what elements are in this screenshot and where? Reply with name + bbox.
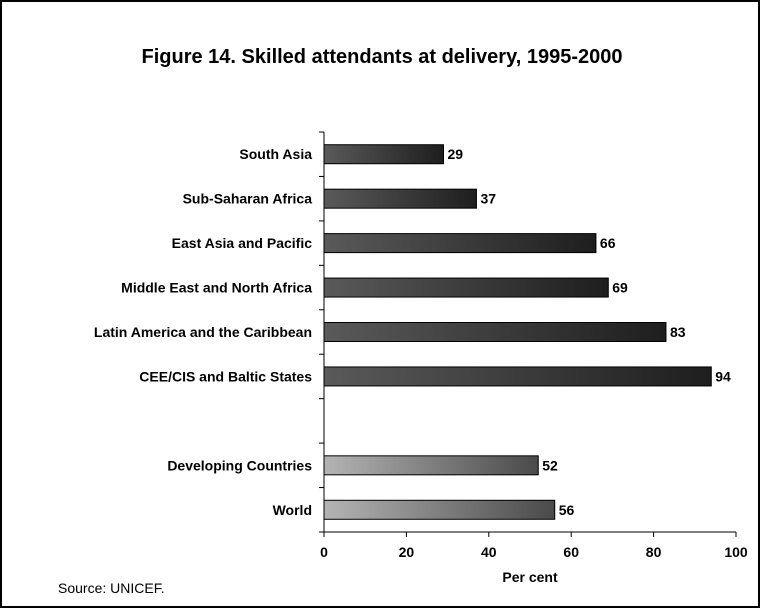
data-label: 37 bbox=[480, 191, 496, 207]
bar bbox=[323, 322, 667, 342]
bar bbox=[323, 144, 444, 165]
category-label: South Asia bbox=[239, 146, 312, 162]
bar bbox=[323, 455, 539, 476]
category-label: Developing Countries bbox=[167, 457, 312, 473]
x-axis-title: Per cent bbox=[502, 569, 558, 585]
bar bbox=[323, 499, 556, 520]
x-tick-label: 40 bbox=[481, 544, 497, 560]
data-label: 94 bbox=[715, 368, 731, 384]
data-label: 56 bbox=[559, 502, 575, 518]
bar bbox=[323, 366, 712, 387]
data-label: 52 bbox=[542, 457, 558, 473]
x-tick-label: 0 bbox=[320, 544, 328, 560]
x-tick-label: 60 bbox=[563, 544, 579, 560]
data-label: 66 bbox=[600, 235, 616, 251]
data-label: 29 bbox=[447, 146, 463, 162]
x-tick-label: 100 bbox=[724, 544, 748, 560]
category-label: East Asia and Pacific bbox=[172, 235, 313, 251]
data-label: 69 bbox=[612, 280, 628, 296]
bar bbox=[323, 277, 609, 298]
category-label: World bbox=[273, 502, 312, 518]
source-note: Source: UNICEF. bbox=[58, 580, 165, 596]
bar bbox=[323, 188, 477, 209]
bar bbox=[323, 233, 597, 254]
category-label: Latin America and the Caribbean bbox=[94, 324, 312, 340]
chart-title: Figure 14. Skilled attendants at deliver… bbox=[141, 46, 623, 68]
x-tick-label: 20 bbox=[399, 544, 415, 560]
category-label: CEE/CIS and Baltic States bbox=[139, 368, 312, 384]
data-label: 83 bbox=[670, 324, 686, 340]
category-label: Sub-Saharan Africa bbox=[183, 191, 313, 207]
category-label: Middle East and North Africa bbox=[121, 280, 312, 296]
x-tick-label: 80 bbox=[646, 544, 662, 560]
